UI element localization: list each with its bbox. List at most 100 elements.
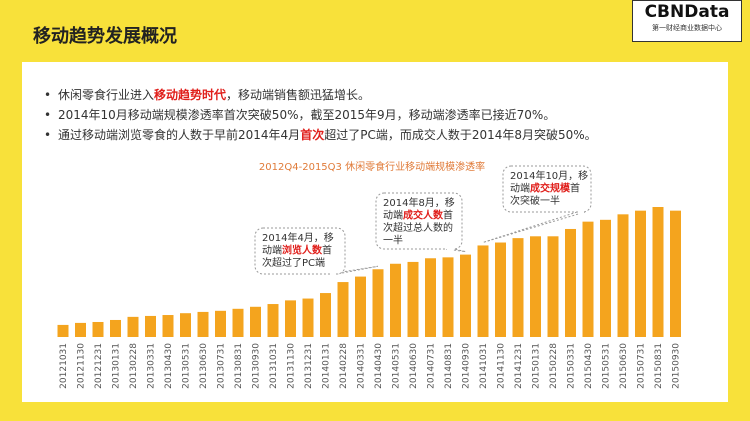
bar <box>355 276 366 337</box>
bullet-text: 2014年10月移动端规模渗透率首次突破50%，截至2015年9月，移动端渗透率… <box>58 108 556 122</box>
x-tick-label: 20140430 <box>374 343 384 389</box>
x-tick-label: 20140630 <box>409 343 419 389</box>
x-tick-label: 20140831 <box>444 343 454 389</box>
bar <box>442 257 454 337</box>
callout-segment: 首 <box>322 244 332 257</box>
bar <box>250 306 261 337</box>
callout-segment: 动端 <box>262 244 282 257</box>
bar <box>232 308 244 337</box>
bar <box>670 210 681 337</box>
bullet-text: 休闲零食行业进入 <box>58 88 155 102</box>
logo: CBNData 第一财经商业数据中心 <box>632 0 742 42</box>
callout-box <box>502 165 592 213</box>
x-tick-label: 20121130 <box>77 343 87 389</box>
bar <box>162 315 174 337</box>
bar <box>57 324 69 337</box>
bullet-list: 休闲零食行业进入移动趋势时代，移动端销售额迅猛增长。 2014年10月移动端规模渗… <box>58 86 597 146</box>
x-tick-label: 20130731 <box>217 343 227 389</box>
callout-text: 动端浏览人数首 <box>262 244 332 257</box>
callout-pointer <box>482 211 586 243</box>
x-tick-label: 20150531 <box>602 343 612 389</box>
bar <box>337 282 349 337</box>
x-tick-label: 20140531 <box>392 343 402 389</box>
bullet-text: 首次 <box>300 128 325 142</box>
x-tick-label: 20140731 <box>427 343 437 389</box>
callout-text: 次突破一半 <box>510 194 560 207</box>
callout-segment: 2014年10月，移 <box>510 169 588 182</box>
x-tick-label: 20150331 <box>567 343 577 389</box>
bar <box>512 238 524 337</box>
callout-text: 动端成交人数首 <box>383 209 453 222</box>
bar <box>460 254 471 337</box>
bar <box>652 207 664 337</box>
x-tick-label: 20130430 <box>164 343 174 389</box>
logo-text: CBNData <box>644 2 730 22</box>
bar <box>92 321 104 337</box>
x-tick-label: 20140131 <box>322 343 332 389</box>
callout-segment: 成交人数 <box>403 209 444 222</box>
callout-text: 次超过了PC端 <box>262 256 325 269</box>
callout-gap <box>578 210 584 214</box>
bullet: 2014年10月移动端规模渗透率首次突破50%，截至2015年9月，移动端渗透率… <box>58 106 597 126</box>
x-tick-label: 20131031 <box>269 343 279 389</box>
x-tick-label: 20150930 <box>672 343 682 389</box>
callout-segment: 成交规模 <box>530 182 571 195</box>
bullet: 休闲零食行业进入移动趋势时代，移动端销售额迅猛增长。 <box>58 86 597 106</box>
chart-title: 2012Q4-2015Q3 休闲零食行业移动端规模渗透率 <box>259 160 485 173</box>
callout-segment: 次突破一半 <box>510 194 560 207</box>
x-tick-label: 20150630 <box>619 343 629 389</box>
x-tick-label: 20130531 <box>182 343 192 389</box>
x-tick-label: 20131130 <box>287 343 297 389</box>
callout-segment: 2014年8月，移 <box>383 196 455 209</box>
callout-segment: 一半 <box>383 234 403 247</box>
bar <box>547 236 559 337</box>
bar <box>495 242 506 337</box>
bar <box>285 300 296 337</box>
x-tick-label: 20150131 <box>532 343 542 389</box>
bar <box>372 269 384 337</box>
callout-gap <box>330 272 336 276</box>
logo-subtitle: 第一财经商业数据中心 <box>652 24 722 32</box>
callout-box <box>375 192 463 250</box>
bar <box>197 311 209 337</box>
x-tick-label: 20130331 <box>147 343 157 389</box>
bullet-text: 移动趋势时代 <box>154 88 227 102</box>
x-tick-label: 20140331 <box>357 343 367 389</box>
callout-segment: 浏览人数 <box>282 244 323 257</box>
bar <box>127 316 139 337</box>
x-tick-label: 20140228 <box>339 343 349 389</box>
callout-segment: 次超过了PC端 <box>262 256 325 269</box>
x-tick-label: 20150430 <box>584 343 594 389</box>
bar <box>180 313 191 337</box>
bar <box>582 221 594 337</box>
callout-segment: 首 <box>570 182 580 195</box>
x-tick-label: 20150831 <box>654 343 664 389</box>
callout-segment: 动端 <box>510 182 530 195</box>
callout-gap <box>447 247 453 251</box>
callout-text: 2014年4月，移 <box>262 231 334 244</box>
bar <box>145 315 156 337</box>
bar <box>530 236 541 337</box>
bullet-text: 通过移动端浏览零食的人数于早前2014年4月 <box>58 128 301 142</box>
callout-segment: 动端 <box>383 209 403 222</box>
x-tick-label: 20141130 <box>497 343 507 389</box>
bullet-text: 超过了PC端，而成交人数于2014年8月突破50%。 <box>324 128 597 142</box>
bar <box>110 319 121 337</box>
x-tick-label: 20141231 <box>514 343 524 389</box>
bar <box>390 263 401 337</box>
bar <box>600 219 611 337</box>
bar <box>320 293 331 337</box>
bar <box>565 228 576 337</box>
x-tick-label: 20141031 <box>479 343 489 389</box>
callout-text: 次超过总人数的 <box>383 221 453 234</box>
x-tick-label: 20140930 <box>462 343 472 389</box>
callout-segment: 2014年4月，移 <box>262 231 334 244</box>
bar <box>215 310 226 337</box>
callout-segment: 首 <box>443 209 453 222</box>
x-tick-label: 20121031 <box>59 343 69 389</box>
bullet: 通过移动端浏览零食的人数于早前2014年4月首次超过了PC端，而成交人数于201… <box>58 126 597 146</box>
callout-text: 2014年10月，移 <box>510 169 588 182</box>
x-tick-label: 20130831 <box>234 343 244 389</box>
